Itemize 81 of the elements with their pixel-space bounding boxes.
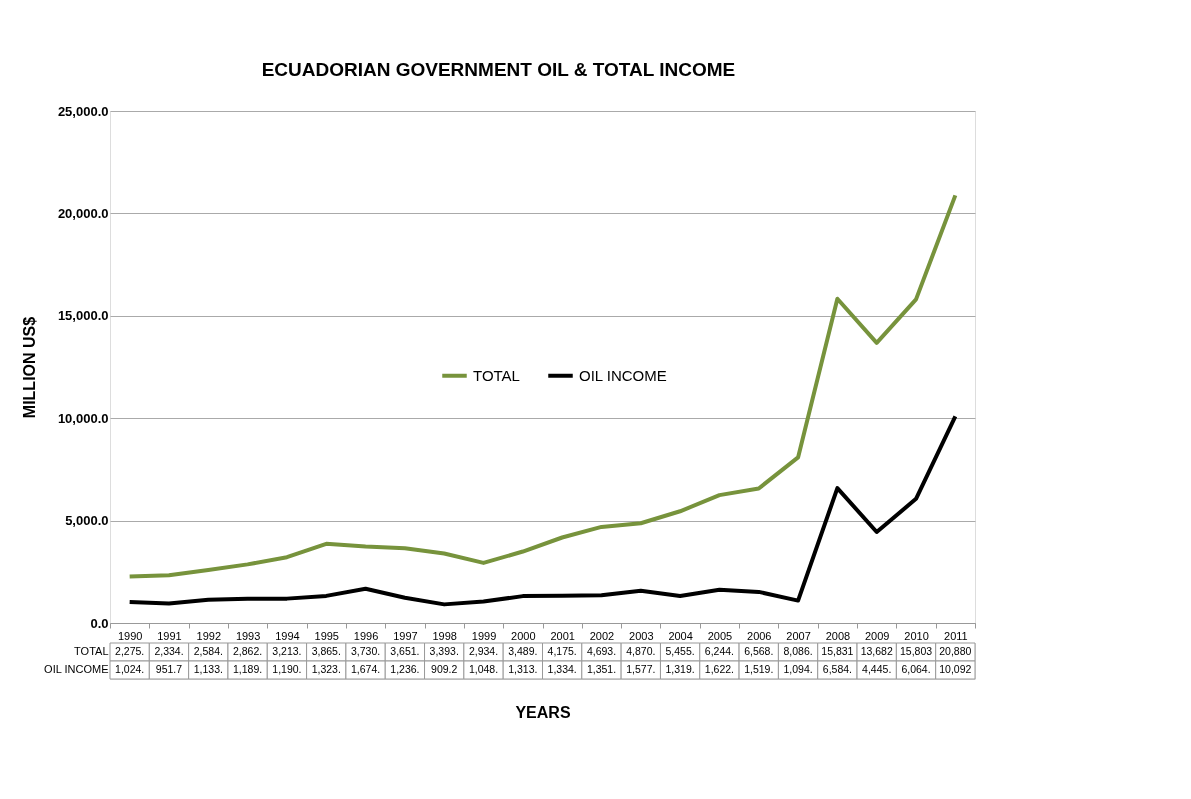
data-label: 4,175. <box>547 645 577 657</box>
x-tick-label: 1991 <box>157 629 182 642</box>
data-label: 2,275. <box>115 645 145 657</box>
data-label: 3,730. <box>350 645 381 657</box>
data-label: 1,236. <box>390 663 420 675</box>
y-tick-label: 25,000.0 <box>57 103 109 119</box>
x-tick-label: 2004 <box>668 629 693 642</box>
x-tick-label: 1993 <box>235 629 261 642</box>
data-label: 2,584. <box>193 645 223 657</box>
y-tick-label: 20,000.0 <box>57 205 109 221</box>
y-axis-title: MILLION US$ <box>20 316 38 419</box>
data-label: 1,674. <box>350 663 381 675</box>
data-label: 4,870. <box>626 645 656 657</box>
data-label: 3,865. <box>311 645 341 657</box>
legend-label: TOTAL <box>473 366 520 384</box>
data-label: 8,086. <box>783 645 813 657</box>
y-tick-label: 0.0 <box>90 615 109 631</box>
data-label: 951.7 <box>155 663 183 675</box>
text: TOTAL <box>74 645 109 657</box>
x-tick-label: 2001 <box>550 629 575 642</box>
x-tick-label: 2003 <box>629 629 654 642</box>
data-label: 6,244. <box>704 645 735 657</box>
data-label: 6,568. <box>744 645 774 657</box>
data-label: 3,213. <box>272 645 302 657</box>
data-label: 1,313. <box>508 663 538 675</box>
x-tick-label: 1992 <box>196 629 222 642</box>
x-tick-label: 2000 <box>511 629 536 642</box>
data-label: 1,094. <box>783 663 813 675</box>
data-label: 2,934. <box>468 645 499 657</box>
line-series <box>127 193 958 579</box>
data-label: 1,133. <box>193 663 223 675</box>
x-tick-label: 1990 <box>117 629 143 642</box>
y-tick-label: 10,000.0 <box>57 410 109 426</box>
data-label: 15,803 <box>899 645 933 657</box>
x-tick-label: 2005 <box>707 629 733 642</box>
data-label: 1,190. <box>272 663 302 675</box>
data-label: 2,334. <box>154 645 184 657</box>
text: OIL INCOME <box>44 663 109 675</box>
data-label: 6,584. <box>822 663 852 675</box>
data-label: 3,651. <box>390 645 420 657</box>
x-tick-label: 2002 <box>589 629 615 642</box>
data-label: 6,064. <box>901 663 931 675</box>
data-label: 1,351. <box>586 663 617 675</box>
data-label: 1,048. <box>468 663 499 675</box>
x-tick-label: 1994 <box>275 629 300 642</box>
data-label: 1,323. <box>311 663 341 675</box>
data-label: 4,445. <box>862 663 892 675</box>
x-tick-label: 2011 <box>944 629 968 642</box>
x-tick-label: 1997 <box>393 629 418 642</box>
data-label: 1,622. <box>704 663 735 675</box>
data-label: 3,489. <box>508 645 538 657</box>
line-series <box>127 414 958 607</box>
legend-label: OIL INCOME <box>579 366 667 384</box>
data-label: 1,024. <box>115 663 145 675</box>
y-tick-label: 15,000.0 <box>57 308 109 324</box>
x-tick-label: 2010 <box>904 629 929 642</box>
data-label: 3,393. <box>429 645 459 657</box>
x-tick-label: 1999 <box>471 629 497 642</box>
x-tick-label: 1995 <box>314 629 339 642</box>
x-tick-label: 2006 <box>747 629 772 642</box>
x-tick-label: 2008 <box>825 629 851 642</box>
data-label: 1,577. <box>626 663 656 675</box>
data-label: 10,092 <box>939 663 972 675</box>
data-label: 4,693. <box>586 645 617 657</box>
chart-title: ECUADORIAN GOVERNMENT OIL & TOTAL INCOME <box>261 58 736 80</box>
data-label: 1,334. <box>547 663 577 675</box>
y-tick-label: 5,000.0 <box>65 513 109 529</box>
x-tick-label: 2007 <box>786 629 811 642</box>
data-label: 909.2 <box>431 663 458 675</box>
data-label: 1,519. <box>744 663 774 675</box>
x-axis-title: YEARS <box>515 703 571 721</box>
data-label: 2,862. <box>233 645 263 657</box>
data-label: 1,319. <box>665 663 695 675</box>
data-label: 20,880 <box>939 645 972 657</box>
data-label: 5,455. <box>665 645 695 657</box>
x-tick-label: 1998 <box>432 629 457 642</box>
data-label: 1,189. <box>233 663 263 675</box>
x-tick-label: 2009 <box>864 629 890 642</box>
x-tick-label: 1996 <box>353 629 379 642</box>
data-label: 15,831 <box>821 645 854 657</box>
data-label: 13,682 <box>860 645 893 657</box>
